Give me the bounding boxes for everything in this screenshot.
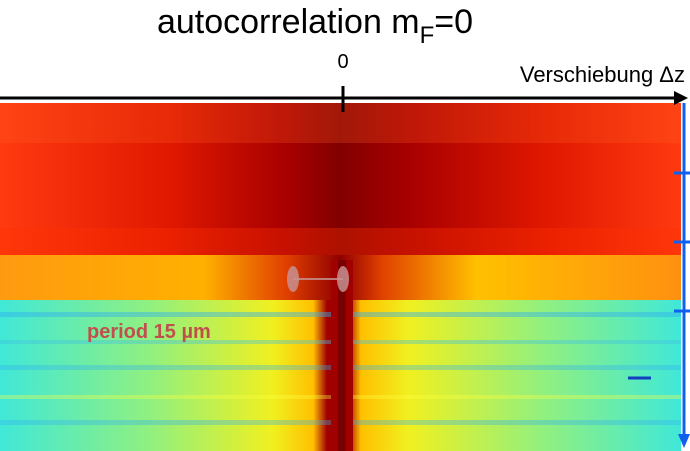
- axis-arrow: [674, 91, 688, 105]
- period-marker: [287, 266, 349, 292]
- heatmap: [0, 103, 681, 451]
- heatmap-band: [0, 228, 681, 256]
- center-stripe-core: [338, 260, 346, 451]
- period-dot: [337, 266, 349, 292]
- heatmap-top: [0, 103, 681, 255]
- top-axis: 0 Verschiebung Δz: [0, 51, 688, 112]
- title-suffix: =0: [434, 3, 473, 41]
- axis-label: Verschiebung Δz: [520, 62, 685, 87]
- title-text: autocorrelation m: [157, 3, 420, 41]
- annotation: period 15 µm: [87, 321, 211, 343]
- heatmap-band: [0, 103, 681, 143]
- zero-label: 0: [337, 51, 348, 73]
- title-subscript: F: [420, 22, 435, 49]
- right-axis: [628, 103, 690, 448]
- period-dot: [287, 266, 299, 292]
- title: autocorrelation mF=0: [157, 3, 473, 49]
- axis-arrow: [678, 434, 690, 448]
